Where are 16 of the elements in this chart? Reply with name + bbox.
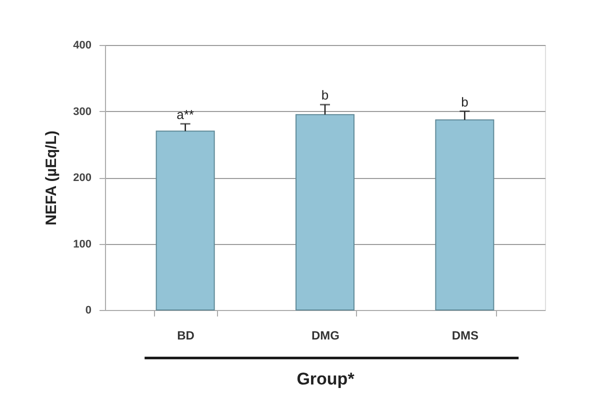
x-tick-label: DMG — [312, 328, 340, 342]
y-axis-title: NEFA (µEq/L) — [43, 130, 60, 226]
y-tick-label: 200 — [73, 172, 92, 184]
annotation: a** — [176, 106, 194, 122]
bar — [435, 119, 494, 310]
annotation: b — [321, 88, 329, 103]
annotation: b — [461, 94, 468, 110]
y-tick-label: 300 — [73, 106, 92, 118]
bar — [296, 114, 354, 310]
bar — [156, 130, 215, 310]
x-tick-label: BD — [177, 328, 195, 342]
y-tick-label: 100 — [73, 238, 92, 250]
y-tick-label: 0 — [85, 304, 92, 316]
y-tick-label: 400 — [73, 40, 92, 52]
x-axis-title: Group* — [296, 370, 355, 388]
x-tick-label: DMS — [452, 328, 479, 342]
